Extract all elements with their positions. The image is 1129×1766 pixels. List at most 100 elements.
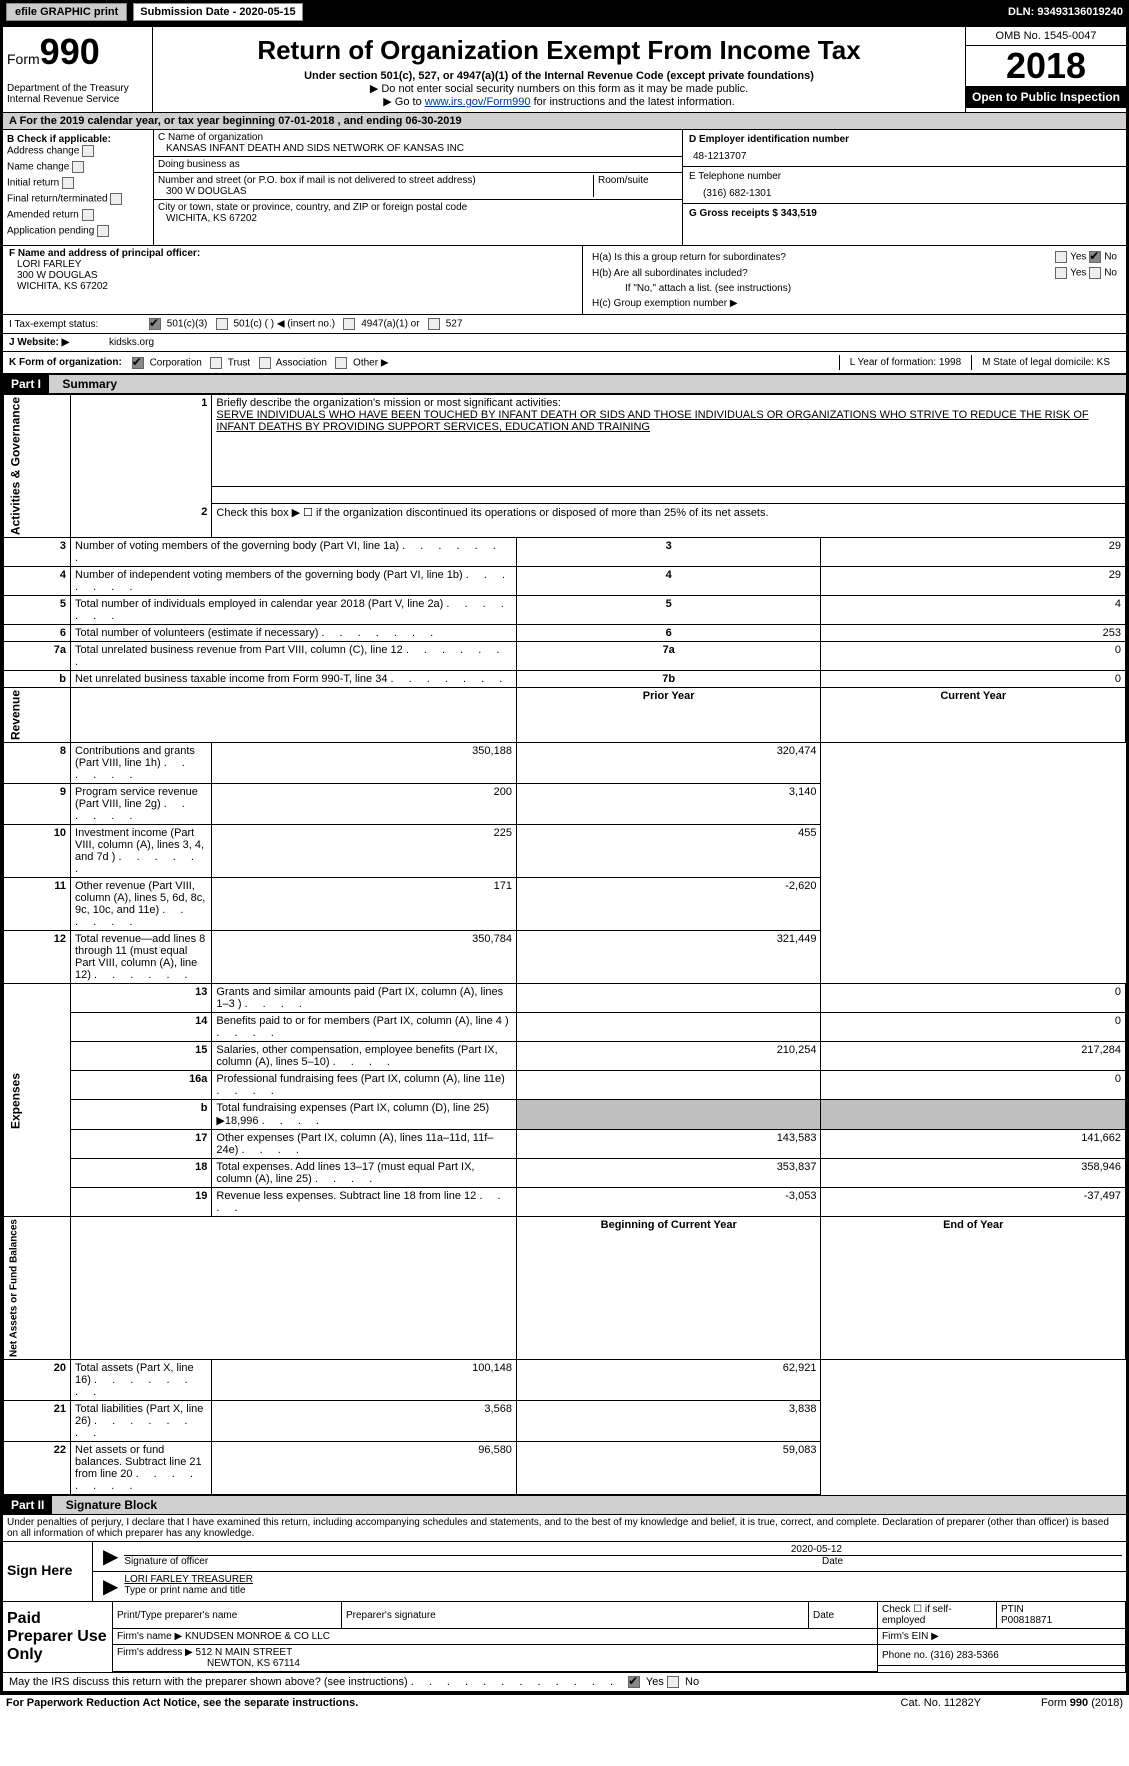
line-13-curr: 0: [821, 984, 1126, 1013]
k-opt-0-chk[interactable]: [132, 357, 144, 369]
line-22-beg: 96,580: [212, 1442, 517, 1495]
mission-text: SERVE INDIVIDUALS WHO HAVE BEEN TOUCHED …: [216, 409, 1088, 433]
check-0[interactable]: [82, 145, 94, 157]
header-left: Form990 Department of the Treasury Inter…: [3, 27, 153, 112]
section-h: H(a) Is this a group return for subordin…: [583, 246, 1126, 314]
line-b-prior: [516, 1100, 821, 1130]
arrow-icon2: ▶: [97, 1574, 124, 1599]
subtitle-1: Under section 501(c), 527, or 4947(a)(1)…: [157, 70, 961, 82]
i-opt-3-chk[interactable]: [428, 318, 440, 330]
line-20-beg: 100,148: [212, 1360, 517, 1401]
tax-year: 2018: [966, 46, 1126, 86]
line-22-num: 22: [4, 1442, 71, 1495]
hdr-curr: Current Year: [821, 688, 1126, 743]
line-b-desc: Total fundraising expenses (Part IX, col…: [212, 1100, 517, 1130]
line-14-prior: [516, 1013, 821, 1042]
check-3-label: Final return/terminated: [7, 194, 108, 205]
line-18-curr: 358,946: [821, 1159, 1126, 1188]
vlabel-expenses: Expenses: [4, 984, 71, 1217]
k-opt-3: Other ▶: [353, 357, 388, 368]
line-21-end: 3,838: [516, 1401, 821, 1442]
summary-table: Activities & Governance 1 Briefly descri…: [3, 394, 1126, 1495]
line-19-desc: Revenue less expenses. Subtract line 18 …: [212, 1188, 517, 1217]
line-20-num: 20: [4, 1360, 71, 1401]
sig-date: 2020-05-12: [124, 1544, 1122, 1555]
line-4-box: 4: [516, 567, 821, 596]
org-name: KANSAS INFANT DEATH AND SIDS NETWORK OF …: [158, 143, 678, 154]
line-19-curr: -37,497: [821, 1188, 1126, 1217]
line-6-box: 6: [516, 625, 821, 642]
hb-yes-chk[interactable]: [1055, 267, 1067, 279]
k-opt-1-chk[interactable]: [210, 357, 222, 369]
discuss-no-chk[interactable]: [667, 1676, 679, 1688]
line-13-prior: [516, 984, 821, 1013]
city-label: City or town, state or province, country…: [158, 202, 678, 213]
j-label: J Website: ▶: [9, 337, 109, 348]
addr-label: Number and street (or P.O. box if mail i…: [158, 175, 593, 186]
part2-label: Part II: [3, 1496, 52, 1514]
firm-ein-label: Firm's EIN ▶: [878, 1629, 1126, 1645]
k-opt-2-chk[interactable]: [259, 357, 271, 369]
footer-mid: Cat. No. 11282Y: [901, 1697, 982, 1709]
vlabel-netassets: Net Assets or Fund Balances: [4, 1217, 71, 1360]
section-c-org: C Name of organization KANSAS INFANT DEA…: [153, 130, 683, 245]
k-opt-2: Association: [276, 357, 327, 368]
discuss-label: May the IRS discuss this return with the…: [9, 1676, 408, 1688]
firm-addr-label: Firm's address ▶: [117, 1647, 193, 1658]
top-bar: efile GRAPHIC print Submission Date - 20…: [0, 0, 1129, 24]
line-20-desc: Total assets (Part X, line 16) . . . . .…: [71, 1360, 212, 1401]
line-3-desc: Number of voting members of the governin…: [71, 538, 517, 567]
line-15-desc: Salaries, other compensation, employee b…: [212, 1042, 517, 1071]
line-22-end: 59,083: [516, 1442, 821, 1495]
ha-yes-chk[interactable]: [1055, 251, 1067, 263]
row-i: I Tax-exempt status: 501(c)(3) 501(c) ( …: [3, 315, 1126, 334]
line-15-num: 15: [71, 1042, 212, 1071]
f-val: LORI FARLEY 300 W DOUGLAS WICHITA, KS 67…: [9, 259, 576, 292]
firm-phone: Phone no. (316) 283-5366: [878, 1645, 1126, 1666]
check-2[interactable]: [62, 177, 74, 189]
addr-val: 300 W DOUGLAS: [158, 186, 593, 197]
irs-link[interactable]: www.irs.gov/Form990: [425, 96, 531, 108]
city-val: WICHITA, KS 67202: [158, 213, 678, 224]
ha-no-chk[interactable]: [1089, 251, 1101, 263]
paid-preparer-table: Print/Type preparer's name Preparer's si…: [113, 1602, 1126, 1672]
check-3[interactable]: [110, 193, 122, 205]
vlabel-revenue: Revenue: [4, 688, 71, 743]
line-13-desc: Grants and similar amounts paid (Part IX…: [212, 984, 517, 1013]
no3: No: [685, 1676, 699, 1688]
line-15-prior: 210,254: [516, 1042, 821, 1071]
line-b-box: 7b: [516, 671, 821, 688]
prep-name-hdr: Print/Type preparer's name: [113, 1602, 342, 1629]
check-1[interactable]: [72, 161, 84, 173]
line-14-curr: 0: [821, 1013, 1126, 1042]
check-4[interactable]: [82, 209, 94, 221]
efile-button[interactable]: efile GRAPHIC print: [6, 3, 127, 21]
k-opt-3-chk[interactable]: [335, 357, 347, 369]
line-10-num: 10: [4, 825, 71, 878]
line-12-desc: Total revenue—add lines 8 through 11 (mu…: [71, 931, 212, 984]
arrow-icon: ▶: [97, 1544, 124, 1569]
line-8-prior: 350,188: [212, 743, 517, 784]
hdr-prior: Prior Year: [516, 688, 821, 743]
prep-date-hdr: Date: [809, 1602, 878, 1629]
part1-header: Part I Summary: [3, 374, 1126, 394]
line2: Check this box ▶ ☐ if the organization d…: [212, 504, 1126, 538]
check-5[interactable]: [97, 225, 109, 237]
hb-note: If "No," attach a list. (see instruction…: [591, 282, 1118, 295]
check-5-label: Application pending: [7, 226, 94, 237]
header-center: Return of Organization Exempt From Incom…: [153, 27, 966, 112]
e-label: E Telephone number: [689, 171, 1120, 182]
form-prefix: Form: [7, 51, 40, 67]
k-label: K Form of organization:: [9, 357, 122, 368]
discuss-yes-chk[interactable]: [628, 1676, 640, 1688]
subtitle-3: ▶ Go to www.irs.gov/Form990 for instruct…: [157, 95, 961, 108]
hb-no-chk[interactable]: [1089, 267, 1101, 279]
yes-label2: Yes: [1070, 268, 1086, 279]
part2-header: Part II Signature Block: [3, 1495, 1126, 1515]
line1-label: Briefly describe the organization's miss…: [216, 397, 560, 409]
line-11-num: 11: [4, 878, 71, 931]
department-label: Department of the Treasury Internal Reve…: [7, 83, 148, 105]
i-opt-1-chk[interactable]: [216, 318, 228, 330]
i-opt-2-chk[interactable]: [343, 318, 355, 330]
i-opt-0-chk[interactable]: [149, 318, 161, 330]
